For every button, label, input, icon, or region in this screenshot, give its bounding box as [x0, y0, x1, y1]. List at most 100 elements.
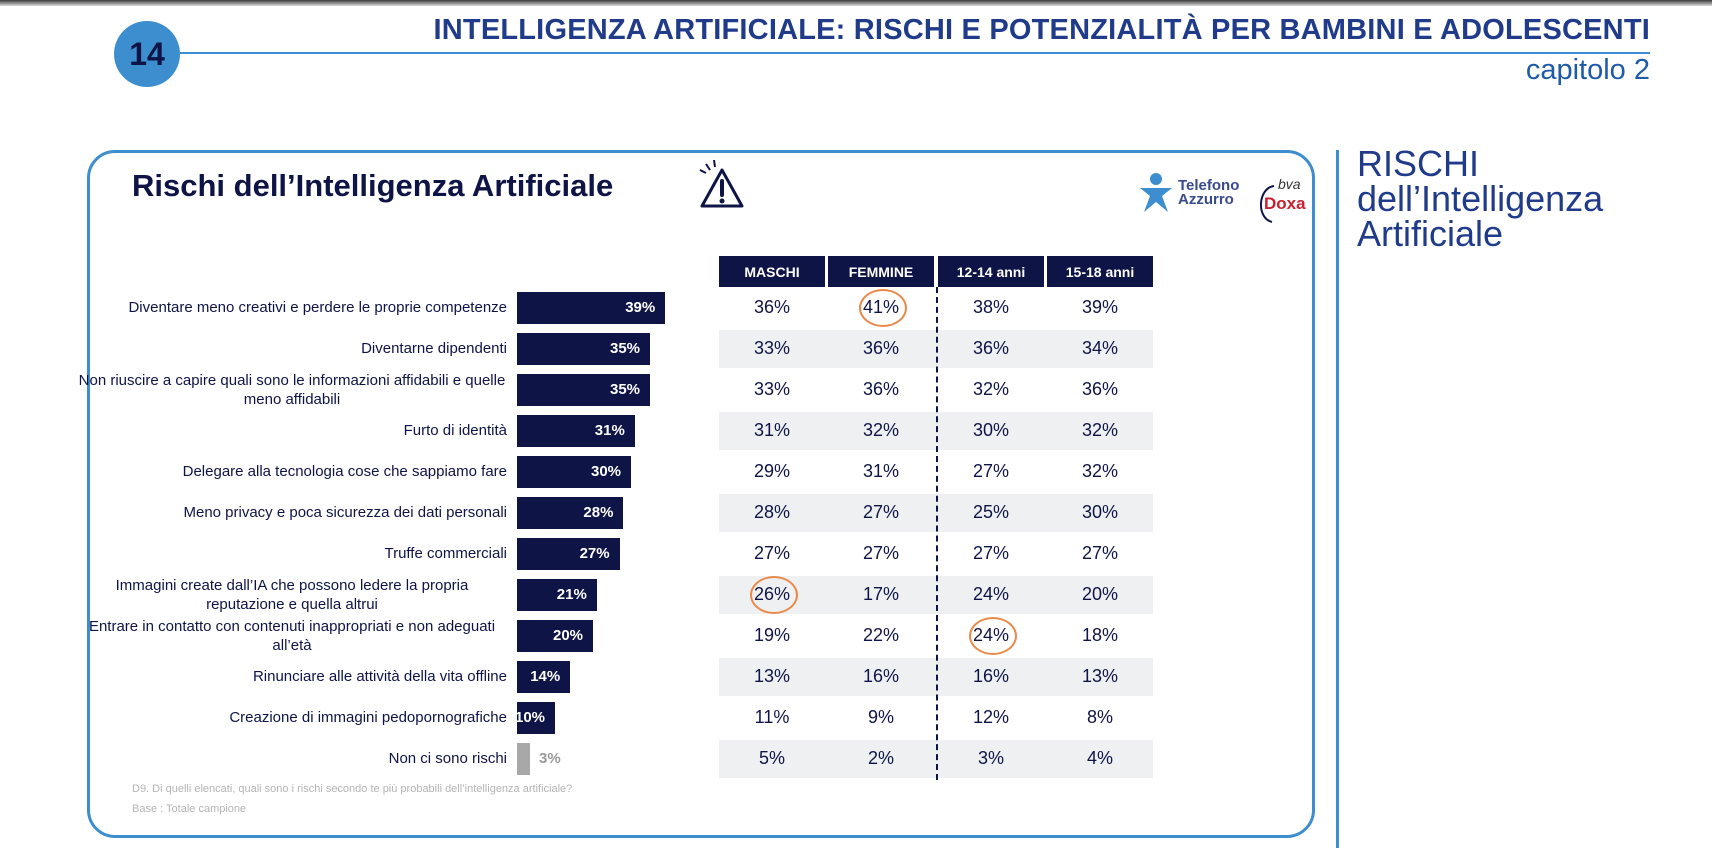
- highlight-circle: [859, 289, 907, 327]
- category-label-text: Diventarne dipendenti: [361, 340, 507, 357]
- table-cell: 36%: [753, 297, 791, 317]
- table-cell: 27%: [862, 543, 900, 563]
- bar-value-label: 3%: [539, 749, 561, 767]
- table-cell: 9%: [867, 707, 894, 727]
- bva-doxa-logo: bva Doxa: [1254, 176, 1312, 224]
- doxa-text: Doxa: [1264, 194, 1306, 213]
- category-label: Diventarne dipendenti: [77, 329, 507, 369]
- doxa-arc-icon: [1260, 185, 1275, 223]
- bar-value-label: 14%: [530, 667, 561, 685]
- category-label: Meno privacy e poca sicurezza dei dati p…: [77, 493, 507, 533]
- table-cell: 33%: [753, 379, 791, 399]
- category-label: Rinunciare alle attività della vita offl…: [77, 657, 507, 697]
- table-cell: 30%: [972, 420, 1010, 440]
- chart-title: Rischi dell’Intelligenza Artificiale: [132, 168, 614, 203]
- bar: [517, 496, 624, 529]
- bar: [517, 373, 650, 406]
- category-label: Diventare meno creativi e perdere le pro…: [77, 288, 507, 328]
- table-cell: 39%: [1081, 297, 1119, 317]
- table-cell: 3%: [977, 748, 1004, 768]
- category-label-text: Entrare in contatto con contenuti inappr…: [88, 617, 496, 654]
- table-cell: 36%: [1081, 379, 1119, 399]
- table-cell: 4%: [1086, 748, 1113, 768]
- table-cell: 36%: [862, 379, 900, 399]
- table-cell: 27%: [862, 502, 900, 522]
- bar: [517, 332, 650, 365]
- table-cell: 32%: [862, 420, 900, 440]
- table-cell: 36%: [862, 338, 900, 358]
- telefono-azzurro-mark-icon: [1140, 173, 1172, 212]
- table-column-header: 12-14 anni: [938, 256, 1044, 287]
- table-cell: 34%: [1081, 338, 1119, 358]
- bva-text: bva: [1278, 176, 1301, 192]
- category-label: Entrare in contatto con contenuti inappr…: [77, 616, 507, 656]
- top-edge-shadow: [0, 0, 1712, 6]
- table-column-header: MASCHI: [719, 256, 825, 287]
- table-cell: 12%: [972, 707, 1010, 727]
- bar-value-label: 39%: [625, 298, 656, 316]
- category-label-text: Diventare meno creativi e perdere le pro…: [128, 299, 507, 316]
- table-cell: 13%: [1081, 666, 1119, 686]
- bar-value-label: 20%: [553, 626, 584, 644]
- table-cell: 32%: [1081, 461, 1119, 481]
- table-cell: 16%: [862, 666, 900, 686]
- bar: [517, 291, 666, 324]
- category-label: Non riuscire a capire quali sono le info…: [77, 370, 507, 410]
- bar: [517, 619, 593, 652]
- table-cell: 31%: [753, 420, 791, 440]
- category-label-text: Delegare alla tecnologia cose che sappia…: [182, 463, 507, 480]
- chart-card: [87, 150, 1315, 838]
- bar-value-label: 30%: [591, 462, 622, 480]
- category-label: Furto di identità: [77, 411, 507, 451]
- table-cell: 29%: [753, 461, 791, 481]
- table-cell: 27%: [1081, 543, 1119, 563]
- table-cell: 32%: [972, 379, 1010, 399]
- table-cell: 2%: [867, 748, 894, 768]
- bar: [517, 660, 571, 693]
- table-column-header: FEMMINE: [828, 256, 934, 287]
- table-cell: 38%: [972, 297, 1010, 317]
- chapter-label: capitolo 2: [1525, 54, 1650, 86]
- warning-icon: [696, 156, 748, 217]
- side-section-title: RISCHI dell’Intelligenza Artificiale: [1357, 143, 1604, 254]
- category-label-text: Meno privacy e poca sicurezza dei dati p…: [183, 504, 507, 521]
- bar-value-label: 35%: [610, 339, 641, 357]
- category-label: Creazione di immagini pedopornografiche: [77, 698, 507, 738]
- highlight-circle: [750, 576, 798, 614]
- category-label: Immagini create dall’IA che possono lede…: [77, 575, 507, 615]
- category-label-text: Furto di identità: [403, 422, 507, 439]
- column-divider: [936, 287, 938, 780]
- bar: [517, 537, 620, 570]
- table-cell: 27%: [972, 543, 1010, 563]
- bar: [517, 414, 635, 447]
- report-title: INTELLIGENZA ARTIFICIALE: RISCHI E POTEN…: [433, 14, 1650, 46]
- table-cell: 27%: [972, 461, 1010, 481]
- category-label-text: Rinunciare alle attività della vita offl…: [252, 668, 507, 685]
- bar-value-label: 21%: [556, 585, 587, 603]
- bar-value-label: 10%: [515, 708, 546, 726]
- table-cell: 16%: [972, 666, 1010, 686]
- category-label: Non ci sono rischi: [77, 739, 507, 779]
- table-cell: 20%: [1081, 584, 1119, 604]
- category-label-text: Truffe commerciali: [384, 545, 507, 562]
- table-cell: 19%: [753, 625, 791, 645]
- bar: [517, 578, 597, 611]
- table-cell: 30%: [1081, 502, 1119, 522]
- table-cell: 11%: [754, 707, 790, 727]
- side-rule: [1336, 150, 1339, 848]
- bar: [517, 742, 530, 775]
- bar-value-label: 35%: [610, 380, 641, 398]
- bar-value-label: 31%: [594, 421, 625, 439]
- bar-value-label: 28%: [583, 503, 614, 521]
- bar: [517, 455, 631, 488]
- table-cell: 5%: [758, 748, 785, 768]
- category-label: Truffe commerciali: [77, 534, 507, 574]
- bar: [517, 701, 555, 734]
- table-cell: 32%: [1081, 420, 1119, 440]
- category-label-text: Immagini create dall’IA che possono lede…: [115, 576, 469, 613]
- telefono-azzurro-logo: Telefono Azzurro: [1138, 172, 1248, 214]
- table-cell: 27%: [753, 543, 791, 563]
- telefono-azzurro-text: Telefono Azzurro: [1178, 177, 1240, 208]
- table-cell: 31%: [862, 461, 900, 481]
- table-cell: 33%: [753, 338, 791, 358]
